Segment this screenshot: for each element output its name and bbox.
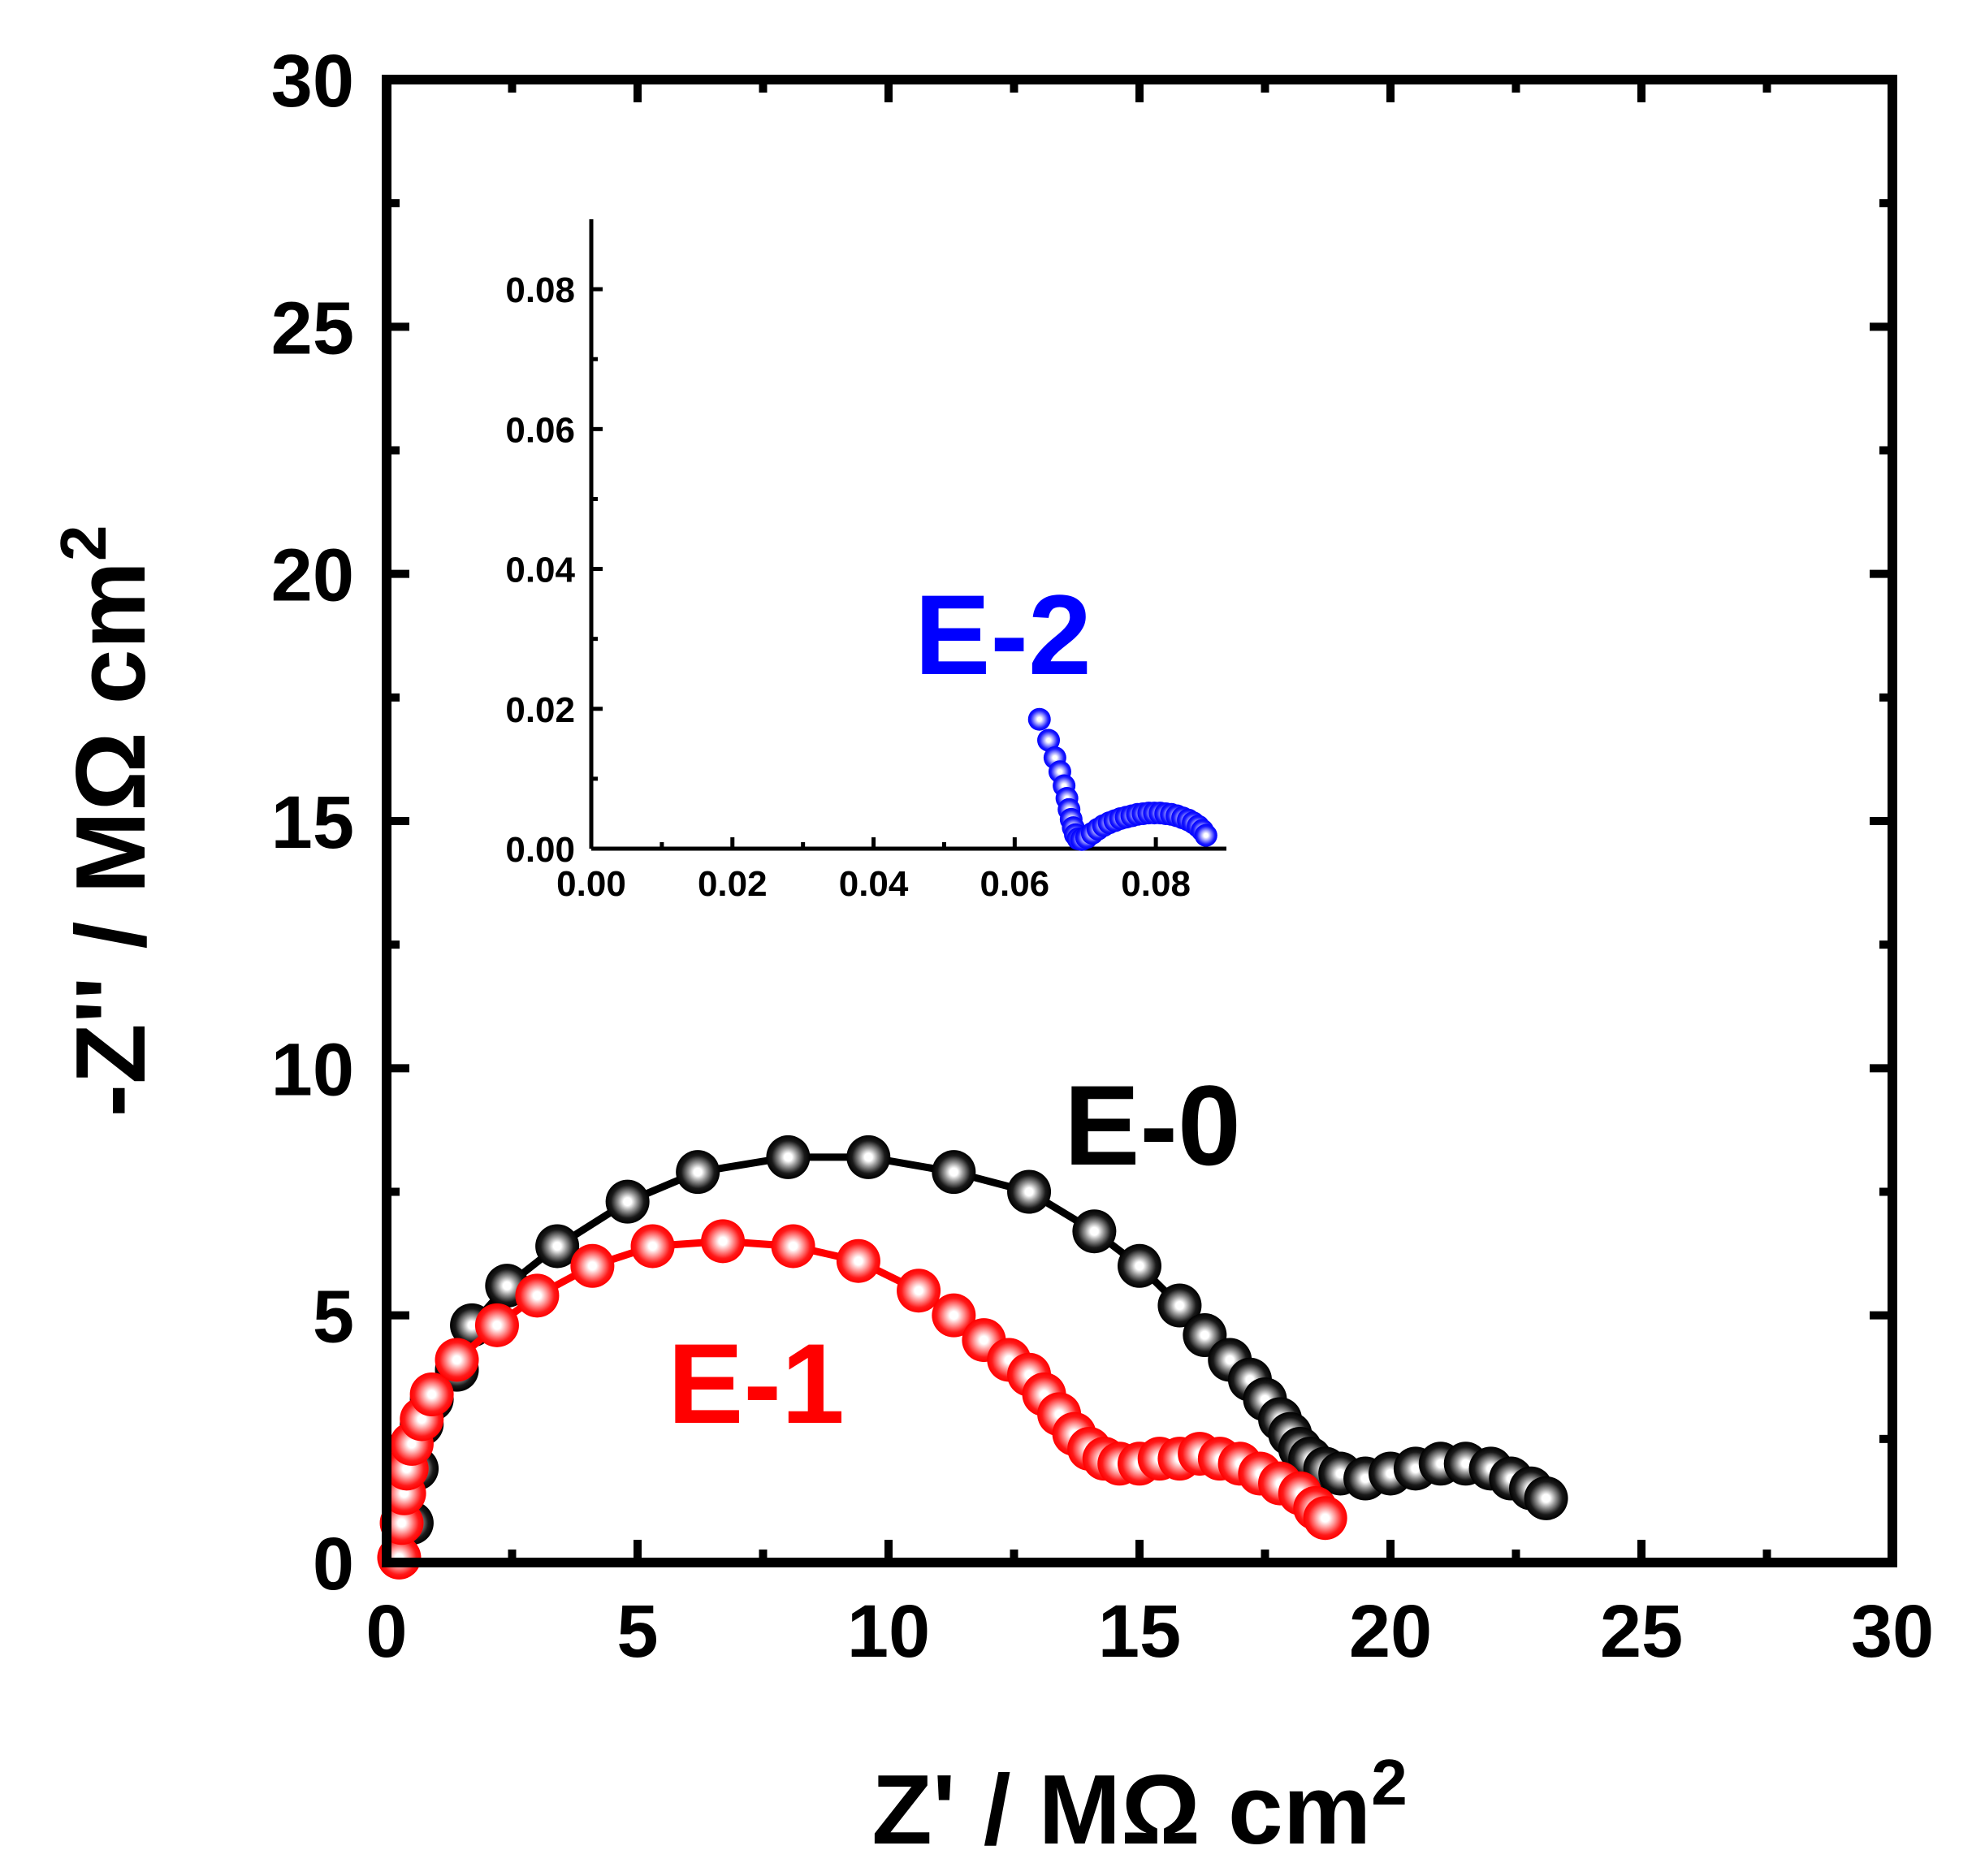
y-axis-title: -Z'' / MΩ cm2 (47, 525, 166, 1117)
y-tick-label: 30 (271, 40, 354, 123)
inset-y-tick-label: 0.08 (505, 270, 575, 310)
x-axis-title: Z' / MΩ cm2 (871, 1746, 1407, 1865)
x-tick-label: 30 (1851, 1590, 1934, 1673)
inset-x-tick-label: 0.08 (1121, 864, 1191, 904)
data-point-e-0 (1118, 1243, 1161, 1288)
y-tick-label: 5 (313, 1276, 354, 1359)
data-point-e-2 (1194, 823, 1217, 847)
label-e0: E-0 (1064, 1061, 1241, 1189)
inset-y-tick-label: 0.00 (505, 830, 575, 870)
x-tick-label: 10 (847, 1590, 930, 1673)
inset-x-tick-label: 0.02 (698, 864, 768, 904)
x-tick-label: 0 (365, 1590, 407, 1673)
data-point-e-0 (535, 1224, 580, 1269)
label-e1: E-1 (668, 1320, 845, 1447)
data-point-e-1 (836, 1238, 880, 1283)
y-tick-label: 15 (271, 781, 354, 864)
x-tick-label: 5 (616, 1590, 658, 1673)
data-point-e-1 (630, 1224, 675, 1269)
main-tick-labels: 0 5 10 15 20 25 30 0 5 10 15 20 25 30 (271, 40, 1935, 1673)
main-plot-frame (382, 75, 1897, 1567)
inset-x-tick-label: 0.00 (556, 864, 626, 904)
inset-axes (589, 219, 1226, 851)
y-tick-label: 0 (313, 1523, 354, 1606)
x-tick-label: 25 (1600, 1590, 1683, 1673)
data-point-e-0 (605, 1179, 650, 1224)
inset-x-tick-label: 0.06 (980, 864, 1050, 904)
data-point-e-0 (1072, 1209, 1117, 1254)
data-point-e-0 (1157, 1283, 1202, 1328)
data-point-e-1 (1303, 1496, 1347, 1541)
inset-x-tick-label: 0.04 (839, 864, 909, 904)
y-tick-label: 10 (271, 1028, 354, 1111)
inset-tick-labels: 0.00 0.02 0.04 0.06 0.08 0.00 0.02 0.04 0.06 0.08 (505, 270, 1191, 904)
data-point-e-0 (846, 1135, 891, 1179)
data-point-e-0 (676, 1150, 720, 1195)
inset-y-tick-label: 0.06 (505, 410, 575, 450)
data-point-e-1 (897, 1269, 941, 1313)
label-e2: E-2 (915, 571, 1092, 698)
data-point-e-1 (570, 1243, 615, 1288)
inset-y-tick-label: 0.02 (505, 690, 575, 730)
y-tick-label: 25 (271, 287, 354, 370)
data-point-e-1 (771, 1224, 815, 1269)
data-point-e-1 (409, 1372, 454, 1417)
data-point-e-1 (435, 1338, 479, 1382)
data-point-e-2 (1027, 707, 1051, 731)
y-tick-label: 20 (271, 534, 354, 617)
data-point-e-1 (932, 1293, 976, 1338)
inset-series-layer (1027, 707, 1217, 851)
inset-y-tick-label: 0.04 (505, 551, 575, 590)
x-tick-label: 20 (1349, 1590, 1432, 1673)
data-point-e-2 (1037, 728, 1061, 752)
data-point-e-1 (701, 1219, 746, 1264)
data-point-e-1 (515, 1273, 560, 1318)
main-series-layer (377, 1135, 1568, 1580)
data-point-e-0 (1007, 1169, 1052, 1214)
data-point-e-0 (1524, 1476, 1568, 1520)
data-point-e-0 (766, 1135, 811, 1179)
data-point-e-0 (932, 1150, 976, 1195)
x-tick-label: 15 (1098, 1590, 1181, 1673)
data-point-e-1 (474, 1303, 519, 1347)
